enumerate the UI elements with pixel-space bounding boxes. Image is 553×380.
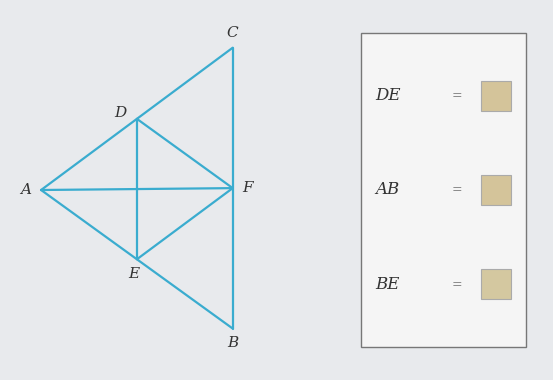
- Text: C: C: [227, 27, 238, 41]
- FancyBboxPatch shape: [481, 81, 511, 111]
- Text: BE: BE: [375, 276, 399, 293]
- Text: =: =: [451, 278, 462, 291]
- Text: D: D: [114, 106, 127, 120]
- Text: =: =: [451, 89, 462, 102]
- Text: E: E: [129, 266, 140, 280]
- FancyBboxPatch shape: [361, 33, 525, 347]
- FancyBboxPatch shape: [481, 269, 511, 299]
- Text: B: B: [227, 336, 238, 350]
- Text: AB: AB: [375, 182, 399, 198]
- FancyBboxPatch shape: [481, 175, 511, 205]
- Text: A: A: [20, 183, 32, 197]
- Text: DE: DE: [375, 87, 400, 104]
- Text: =: =: [451, 184, 462, 196]
- Text: F: F: [243, 181, 253, 195]
